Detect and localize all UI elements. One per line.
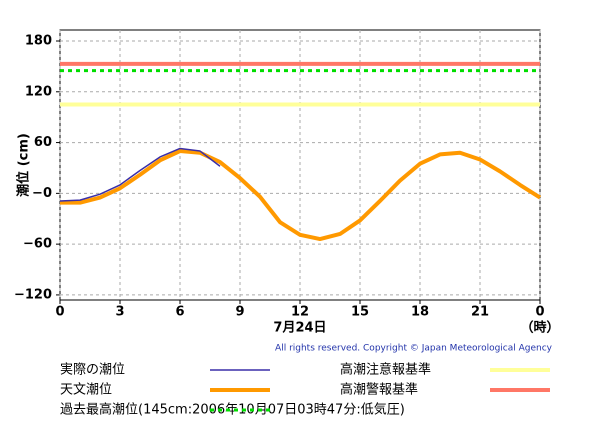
legend-label: 実際の潮位 (60, 362, 125, 378)
x-tick-label: 0 (535, 305, 544, 320)
y-tick-label: 60 (34, 135, 52, 150)
y-axis-label: 潮位 (cm) (16, 133, 32, 197)
x-tick-label: 12 (291, 305, 309, 320)
x-tick-label: 6 (175, 305, 184, 320)
copyright: All rights reserved. Copyright © Japan M… (275, 344, 553, 354)
x-tick-label: 0 (55, 305, 64, 320)
x-tick-label: 18 (411, 305, 429, 320)
x-tick-label: 9 (235, 305, 244, 320)
y-tick-label: −60 (23, 237, 52, 252)
legend-label: 天文潮位 (60, 383, 112, 398)
legend-label: 過去最高潮位(145cm:2006年10月07日03時47分:低気圧) (60, 402, 405, 418)
x-tick-label: 21 (471, 305, 489, 320)
y-tick-label: −120 (14, 287, 52, 302)
x-tick-label: 15 (351, 305, 369, 320)
y-tick-label: −0 (32, 186, 52, 201)
x-unit-label: （時） (520, 320, 559, 336)
legend-label: 高潮注意報基準 (340, 362, 431, 378)
x-axis-label: 7月24日 (273, 321, 326, 336)
series-line (59, 147, 221, 202)
x-tick-label: 3 (115, 305, 124, 320)
series-line (60, 149, 542, 242)
y-tick-label: 120 (25, 84, 52, 99)
legend-label: 高潮警報基準 (340, 382, 418, 398)
y-tick-label: 180 (25, 34, 52, 49)
